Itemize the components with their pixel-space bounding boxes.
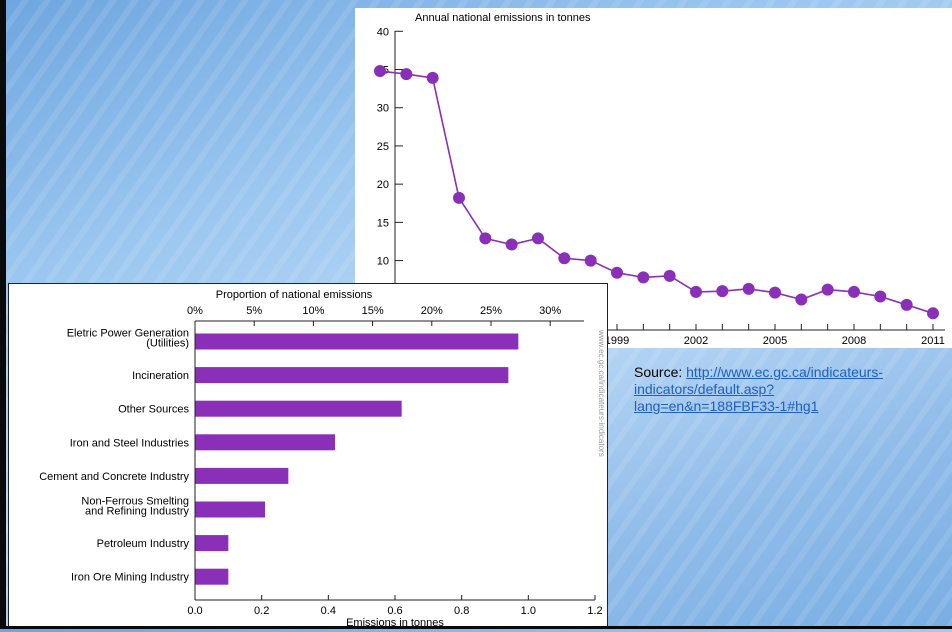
bar	[195, 400, 402, 417]
data-point	[900, 298, 913, 311]
data-point	[795, 293, 808, 306]
bar-chart-panel: Proportion of national emissions 0% 5% 10%…	[8, 283, 608, 629]
bottom-tick-label: 1.2	[587, 605, 602, 617]
line-chart-title: Annual national emissions in tonnes	[415, 12, 591, 24]
category-label: Iron and Steel Industries	[70, 437, 190, 449]
top-tick-label: 0%	[187, 305, 203, 317]
bottom-tick-label: 0.2	[254, 605, 269, 617]
data-point	[479, 232, 492, 245]
emissions-line	[379, 70, 934, 315]
data-point	[505, 238, 518, 251]
bar-chart-top-axis-label: Proportion of national emissions	[216, 289, 373, 301]
data-point	[558, 252, 571, 265]
bar	[195, 467, 289, 484]
top-tick-label: 25%	[480, 305, 502, 317]
bar	[195, 568, 229, 585]
data-point	[716, 285, 729, 298]
y-tick-label: 40	[377, 26, 389, 38]
y-tick-label: 10	[377, 256, 389, 268]
y-tick-label: 15	[377, 217, 389, 229]
data-point	[742, 282, 755, 295]
category-label: (Utilities)	[146, 338, 189, 350]
category-label: Eletric Power Generation	[67, 328, 189, 340]
data-point	[611, 266, 623, 279]
bar	[195, 333, 519, 350]
line-chart-x-axis: 1999 2002 2005 2008 2011	[555, 324, 945, 347]
bar	[195, 501, 265, 518]
top-tick-label: 10%	[302, 305, 324, 317]
data-point	[769, 286, 781, 299]
data-point	[400, 68, 413, 81]
bar-chart: Proportion of national emissions 0% 5% 10%…	[39, 289, 606, 629]
data-point	[453, 191, 465, 204]
bottom-border-rule	[0, 626, 952, 629]
bar-chart-top-axis: 0% 5% 10% 15% 20% 25% 30%	[187, 305, 584, 326]
bar-chart-bottom-axis: 0.0 0.2 0.4 0.6 0.8 1.0 1.2	[187, 321, 603, 617]
data-point	[532, 232, 544, 245]
category-label: Petroleum Industry	[97, 538, 190, 550]
x-tick-label: 2011	[921, 335, 945, 347]
bottom-tick-label: 0.6	[387, 605, 402, 617]
line-chart: Annual national emissions in tonnes 10 15…	[374, 12, 945, 347]
bar	[195, 535, 229, 552]
category-label: Non-Ferrous Smelting	[81, 496, 189, 508]
bar	[195, 367, 509, 384]
bar-chart-watermark: www.ec.gc.ca/indicateurs-indicators	[597, 329, 606, 457]
data-point	[426, 71, 439, 84]
top-tick-label: 20%	[421, 305, 443, 317]
line-chart-y-axis: 10152025303540	[377, 26, 403, 283]
top-tick-label: 5%	[246, 305, 262, 317]
bottom-tick-label: 0.0	[187, 605, 202, 617]
bottom-tick-label: 0.8	[454, 605, 469, 617]
left-border-rule	[0, 0, 6, 629]
data-point	[690, 285, 702, 298]
bar-chart-bars	[195, 333, 519, 585]
category-label: Cement and Concrete Industry	[39, 471, 189, 483]
data-point	[663, 269, 676, 282]
data-point	[927, 307, 939, 320]
bottom-tick-label: 0.4	[321, 605, 336, 617]
source-prefix: Source:	[634, 364, 687, 380]
category-label: Incineration	[132, 370, 189, 382]
data-point	[374, 65, 386, 78]
x-tick-label: 2002	[684, 335, 708, 347]
y-tick-label: 20	[377, 179, 389, 191]
data-point	[584, 254, 597, 267]
source-link[interactable]: http://www.ec.gc.ca/indicateurs-indicato…	[634, 364, 884, 414]
bottom-tick-label: 1.0	[521, 605, 536, 617]
category-label: and Refining Industry	[85, 506, 189, 518]
data-point	[874, 290, 887, 303]
top-tick-label: 30%	[539, 305, 561, 317]
data-point	[821, 283, 834, 296]
x-tick-label: 2005	[763, 335, 787, 347]
top-tick-label: 15%	[362, 305, 384, 317]
data-point	[637, 271, 650, 284]
data-point	[848, 285, 860, 298]
y-tick-label: 25	[377, 141, 389, 153]
x-tick-label: 1999	[605, 335, 629, 347]
bar-chart-category-labels: Eletric Power Generation(Utilities) Incin…	[39, 328, 189, 584]
x-tick-label: 2008	[842, 335, 866, 347]
category-label: Iron Ore Mining Industry	[71, 572, 189, 584]
y-tick-label: 30	[377, 103, 389, 115]
category-label: Other Sources	[118, 404, 189, 416]
line-chart-series	[374, 65, 939, 320]
source-citation: Source: http://www.ec.gc.ca/indicateurs-…	[634, 364, 909, 415]
bar	[195, 434, 335, 451]
